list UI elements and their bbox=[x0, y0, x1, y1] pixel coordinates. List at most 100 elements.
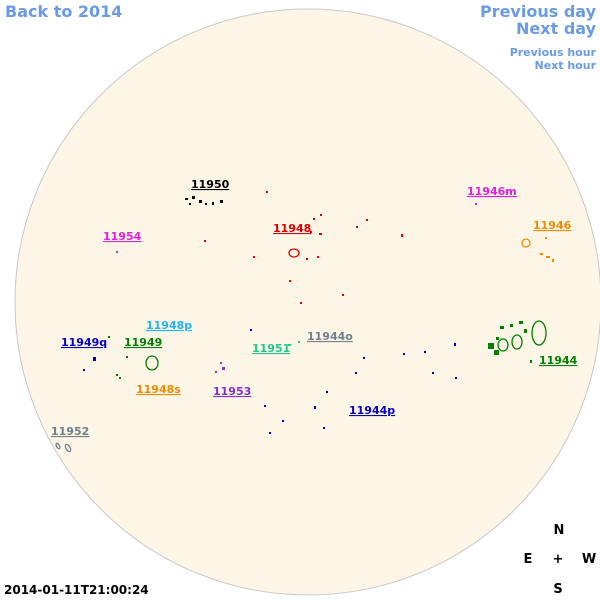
spot bbox=[511, 334, 523, 350]
region: 11949q bbox=[61, 329, 457, 379]
spot bbox=[288, 344, 291, 346]
region-label[interactable]: 11948p bbox=[146, 319, 192, 332]
spot bbox=[300, 302, 302, 304]
spot bbox=[145, 355, 159, 371]
region: 11948 bbox=[204, 191, 403, 304]
region-label[interactable]: 11952 bbox=[51, 425, 89, 438]
spot bbox=[323, 427, 325, 429]
region-label[interactable]: 11949q bbox=[61, 336, 107, 349]
spot bbox=[119, 377, 121, 379]
spot bbox=[401, 234, 403, 237]
spot bbox=[282, 420, 284, 422]
spot bbox=[185, 198, 188, 200]
spot bbox=[269, 432, 271, 434]
spot bbox=[220, 362, 222, 364]
region: 11951 bbox=[252, 341, 300, 355]
region-label[interactable]: 11946 bbox=[533, 219, 572, 232]
spot bbox=[475, 203, 477, 205]
spot bbox=[521, 238, 531, 248]
spot bbox=[313, 218, 315, 220]
spot bbox=[546, 256, 550, 258]
region-label[interactable]: 11948s bbox=[136, 383, 181, 396]
spot bbox=[250, 329, 252, 331]
region: 11953 bbox=[213, 362, 251, 398]
spot bbox=[288, 248, 300, 258]
spot bbox=[366, 219, 368, 221]
spot bbox=[454, 343, 456, 346]
previous-day-link[interactable]: Previous day bbox=[480, 2, 597, 21]
compass-west: W bbox=[582, 552, 596, 567]
spot bbox=[531, 320, 547, 346]
spot bbox=[204, 240, 206, 242]
region: 11944 bbox=[488, 320, 578, 367]
spot bbox=[116, 251, 118, 253]
spot bbox=[530, 360, 532, 363]
timestamp: 2014-01-11T21:00:24 bbox=[4, 583, 149, 597]
spot bbox=[205, 203, 207, 205]
region-label[interactable]: 11951 bbox=[252, 342, 290, 355]
spot bbox=[314, 406, 316, 409]
region-label[interactable]: 11948 bbox=[273, 222, 311, 235]
region-label[interactable]: 11946m bbox=[467, 185, 517, 198]
spot bbox=[55, 442, 61, 450]
spot bbox=[545, 237, 547, 239]
compass-north: N bbox=[554, 523, 565, 538]
spot bbox=[494, 350, 499, 355]
spot bbox=[116, 374, 118, 376]
spot bbox=[432, 372, 434, 374]
spot bbox=[212, 202, 214, 205]
spot bbox=[524, 329, 527, 333]
spot bbox=[298, 341, 300, 343]
previous-hour-link[interactable]: Previous hour bbox=[510, 46, 597, 59]
spot bbox=[500, 326, 504, 329]
spot bbox=[199, 200, 202, 203]
next-day-link[interactable]: Next day bbox=[516, 19, 597, 38]
spot bbox=[326, 391, 328, 393]
spot bbox=[496, 337, 499, 340]
region: 11948s bbox=[136, 383, 181, 396]
region: 11954 bbox=[103, 230, 142, 253]
compass-east: E bbox=[524, 552, 533, 567]
spot bbox=[289, 280, 291, 282]
spot bbox=[540, 253, 543, 255]
spot bbox=[310, 231, 312, 233]
region-label[interactable]: 11944p bbox=[349, 404, 395, 417]
region-label[interactable]: 11949 bbox=[124, 336, 162, 349]
spot bbox=[356, 226, 358, 228]
region: 11948p bbox=[146, 319, 192, 332]
spot bbox=[552, 259, 554, 262]
spot bbox=[192, 196, 195, 199]
spot bbox=[317, 256, 319, 258]
region-label[interactable]: 11950 bbox=[191, 178, 230, 191]
region-label[interactable]: 11944 bbox=[539, 354, 578, 367]
spot bbox=[306, 258, 308, 260]
compass-center: + bbox=[553, 552, 564, 567]
compass-south: S bbox=[553, 582, 562, 597]
region-label[interactable]: 11954 bbox=[103, 230, 142, 243]
spot bbox=[455, 377, 457, 379]
region: 11946m bbox=[467, 185, 517, 205]
region: 11944o bbox=[307, 330, 353, 343]
region: 11944p bbox=[264, 391, 395, 434]
spot bbox=[266, 191, 268, 193]
region-label[interactable]: 11953 bbox=[213, 385, 251, 398]
spot bbox=[64, 443, 72, 453]
region: 11946 bbox=[521, 219, 572, 262]
spot bbox=[108, 336, 110, 338]
spot bbox=[264, 405, 266, 407]
spot bbox=[320, 214, 322, 216]
spot bbox=[220, 200, 223, 203]
spot bbox=[497, 338, 509, 352]
spot bbox=[355, 372, 357, 374]
region: 11952 bbox=[51, 425, 89, 453]
spot bbox=[488, 343, 494, 349]
spot bbox=[83, 369, 85, 371]
next-hour-link[interactable]: Next hour bbox=[535, 59, 597, 72]
region-label[interactable]: 11944o bbox=[307, 330, 353, 343]
spot bbox=[363, 357, 365, 359]
back-link[interactable]: Back to 2014 bbox=[5, 2, 122, 21]
spot bbox=[215, 371, 217, 373]
spot bbox=[424, 351, 426, 353]
